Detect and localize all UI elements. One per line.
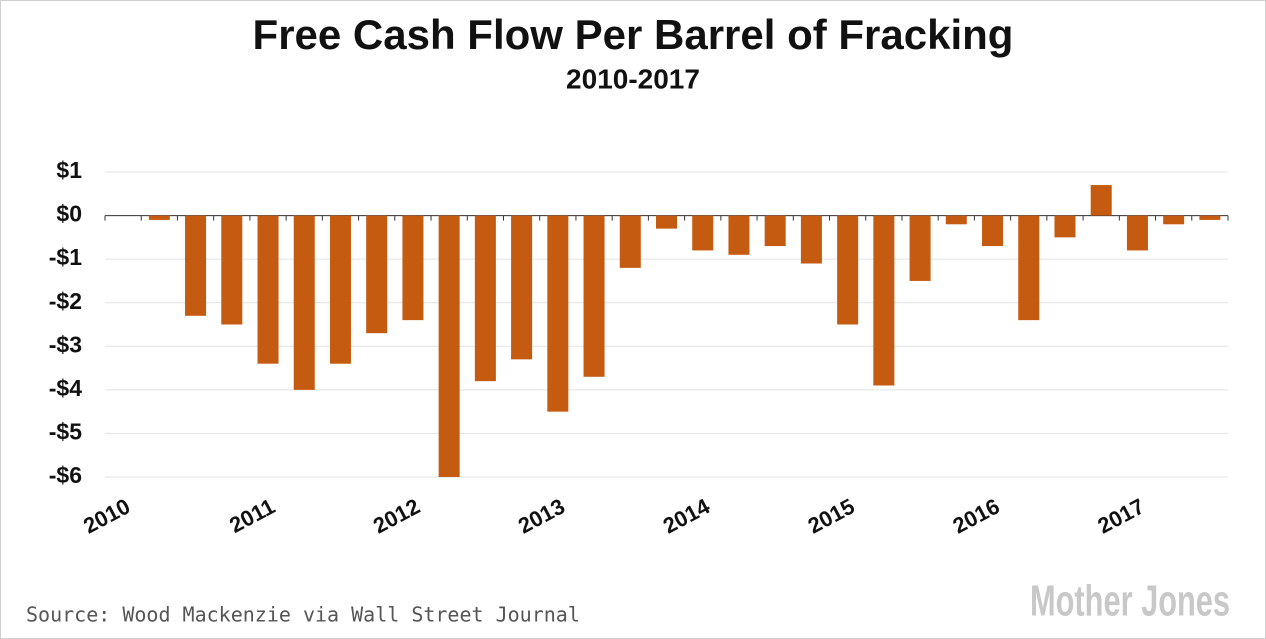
y-tick-label: -$2 (49, 288, 82, 314)
chart-subtitle: 2010-2017 (566, 63, 700, 94)
y-tick-label: $1 (56, 157, 82, 183)
y-tick-label: -$3 (49, 331, 82, 357)
bar (655, 215, 678, 229)
y-tick-label: -$1 (49, 244, 82, 270)
bar (329, 215, 351, 364)
bar (148, 215, 170, 220)
bar (366, 215, 388, 334)
y-tick-label: $0 (56, 201, 82, 227)
bar (873, 215, 895, 386)
bar (402, 215, 424, 321)
bar (692, 215, 714, 251)
bar (764, 215, 786, 247)
bar (474, 215, 496, 382)
bar (837, 215, 859, 325)
bar (511, 215, 533, 360)
bar (221, 215, 243, 325)
bar (909, 215, 931, 281)
chart-title: Free Cash Flow Per Barrel of Fracking (253, 11, 1014, 58)
bar (945, 215, 967, 225)
bar (1126, 215, 1148, 251)
bar (728, 215, 750, 255)
bar (185, 215, 207, 316)
bar (438, 215, 460, 478)
bar (1090, 185, 1112, 216)
bar (800, 215, 822, 264)
bar (1054, 215, 1076, 238)
bar (583, 215, 605, 377)
bar (547, 215, 569, 412)
bar (1199, 215, 1221, 220)
y-tick-label: -$6 (49, 462, 82, 488)
bar (982, 215, 1004, 247)
y-tick-label: -$4 (49, 375, 82, 401)
bar (1018, 215, 1040, 321)
bar (619, 215, 641, 268)
logo: Mother Jones (1030, 577, 1230, 626)
bar (1163, 215, 1185, 225)
bar (293, 215, 315, 390)
bar (257, 215, 279, 364)
source: Source: Wood Mackenzie via Wall Street J… (26, 603, 580, 627)
y-tick-label: -$5 (49, 419, 82, 445)
